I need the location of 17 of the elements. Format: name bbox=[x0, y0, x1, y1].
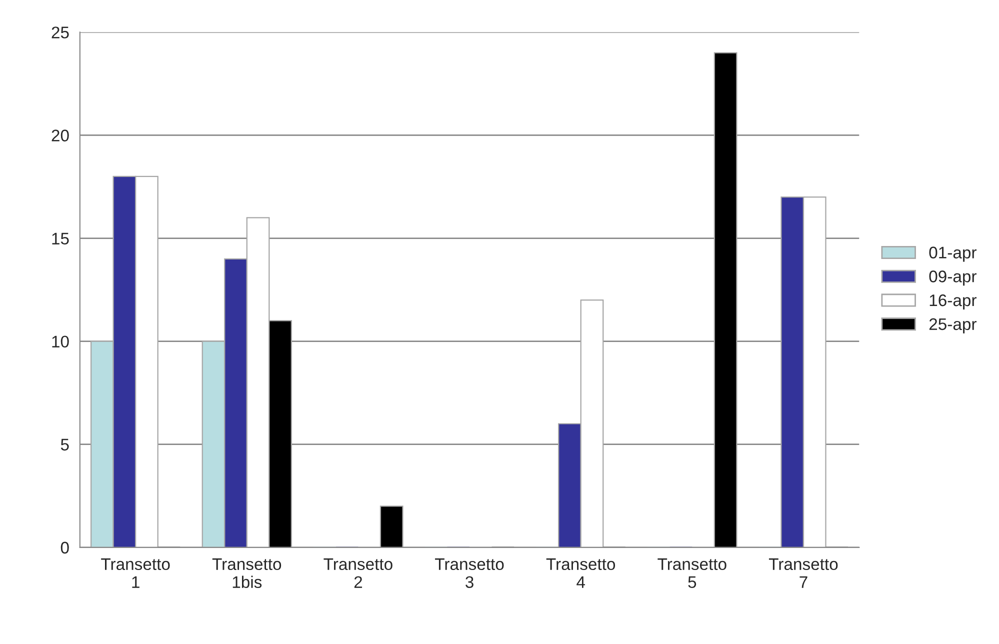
x-tick-label: Transetto 2 bbox=[324, 558, 392, 588]
legend-label: 01-apr bbox=[929, 246, 976, 262]
legend-label: 25-apr bbox=[929, 318, 976, 334]
y-tick-label: 0 bbox=[60, 542, 69, 554]
y-tick-label: 20 bbox=[52, 130, 69, 142]
legend-label: 09-apr bbox=[929, 270, 976, 286]
x-tick-label: Transetto 3 bbox=[435, 558, 504, 588]
legend-label: 16-apr bbox=[930, 294, 976, 310]
x-tick-label: Transetto 1bis bbox=[212, 558, 282, 588]
y-tick-label: 5 bbox=[60, 438, 69, 451]
y-tick-label: 25 bbox=[52, 26, 69, 38]
y-tick-label: 15 bbox=[52, 232, 69, 244]
x-tick-label: Transetto 1 bbox=[101, 558, 170, 588]
y-tick-label: 10 bbox=[52, 336, 69, 348]
x-tick-label: Transetto 4 bbox=[546, 558, 616, 588]
x-tick-label: Transetto 7 bbox=[768, 558, 838, 588]
x-tick-label: Transetto 5 bbox=[658, 558, 726, 588]
